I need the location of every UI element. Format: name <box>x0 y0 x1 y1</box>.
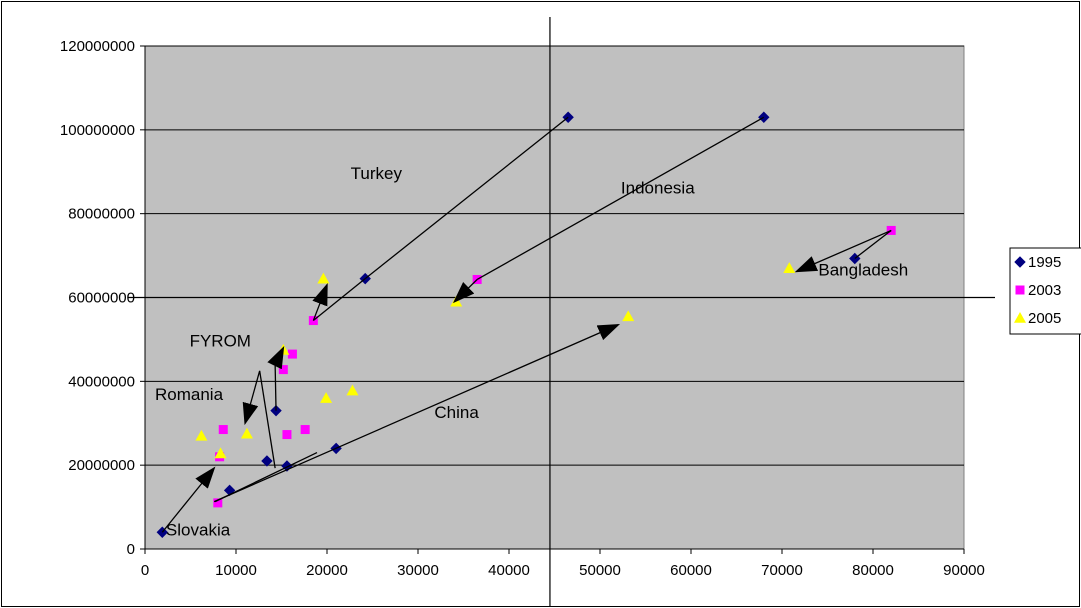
annotation-china: China <box>434 403 479 422</box>
x-tick-label: 70000 <box>761 562 803 579</box>
data-point-2005 <box>346 384 359 396</box>
trend-arrow <box>213 323 621 503</box>
legend-label-1995: 1995 <box>1028 254 1061 271</box>
data-point-1995 <box>261 455 273 467</box>
data-point-2005 <box>783 262 796 273</box>
data-point-2005 <box>320 392 333 403</box>
x-tick-label: 80000 <box>852 562 894 579</box>
data-point-2003 <box>218 425 228 435</box>
trend-line <box>854 229 892 260</box>
data-point-2003 <box>213 498 223 508</box>
data-point-2005 <box>195 429 208 441</box>
annotation-slovakia: Slovakia <box>166 521 231 540</box>
trend-arrow <box>242 370 261 426</box>
annotation-romania: Romania <box>155 385 224 404</box>
trend-line <box>364 116 569 280</box>
x-tick-label: 90000 <box>943 562 985 579</box>
annotation-bangladesh: Bangladesh <box>818 260 908 279</box>
trend-line <box>274 364 277 411</box>
legend-marker-2003 <box>1015 285 1025 295</box>
data-point-2005 <box>214 447 227 459</box>
x-tick-label: 30000 <box>397 562 439 579</box>
data-point-2003 <box>300 425 310 435</box>
trend-arrow <box>452 279 478 304</box>
data-point-2003 <box>282 430 292 440</box>
trend-arrow <box>312 283 328 321</box>
annotation-fyrom: FYROM <box>190 332 251 351</box>
trend-arrow <box>161 466 216 533</box>
y-tick-label: 100000000 <box>60 122 135 139</box>
y-tick-label: 80000000 <box>68 206 135 223</box>
data-point-2003 <box>287 349 297 359</box>
data-point-2005 <box>317 272 330 284</box>
annotation-indonesia: Indonesia <box>621 179 695 198</box>
legend-label-2003: 2003 <box>1028 282 1061 299</box>
trend-arrow <box>267 346 285 370</box>
legend: 1995 2003 2005 <box>1009 247 1081 335</box>
y-tick-label: 120000000 <box>60 38 135 55</box>
data-point-2005 <box>622 310 635 322</box>
y-tick-label: 20000000 <box>68 457 135 474</box>
annotation-turkey: Turkey <box>351 164 403 183</box>
series-2005 <box>195 262 796 459</box>
legend-marker-2005 <box>1014 312 1026 323</box>
x-tick-label: 40000 <box>488 562 530 579</box>
trend-line <box>259 370 276 469</box>
x-tick-label: 10000 <box>215 562 257 579</box>
x-tick-label: 20000 <box>306 562 348 579</box>
x-tick-label: 60000 <box>670 562 712 579</box>
legend-label-2005: 2005 <box>1028 310 1061 327</box>
x-tick-label: 50000 <box>579 562 621 579</box>
y-tick-label: 0 <box>127 541 135 558</box>
trend-line <box>476 116 765 281</box>
y-tick-label: 40000000 <box>68 373 135 390</box>
legend-marker-1995 <box>1014 256 1026 268</box>
y-tick-label: 60000000 <box>68 290 135 307</box>
trend-arrow <box>794 229 892 273</box>
data-point-2003 <box>278 365 288 375</box>
trend-line <box>312 278 366 322</box>
data-point-2005 <box>240 427 253 439</box>
x-tick-label: 0 <box>141 562 149 579</box>
trend-line <box>214 452 318 503</box>
